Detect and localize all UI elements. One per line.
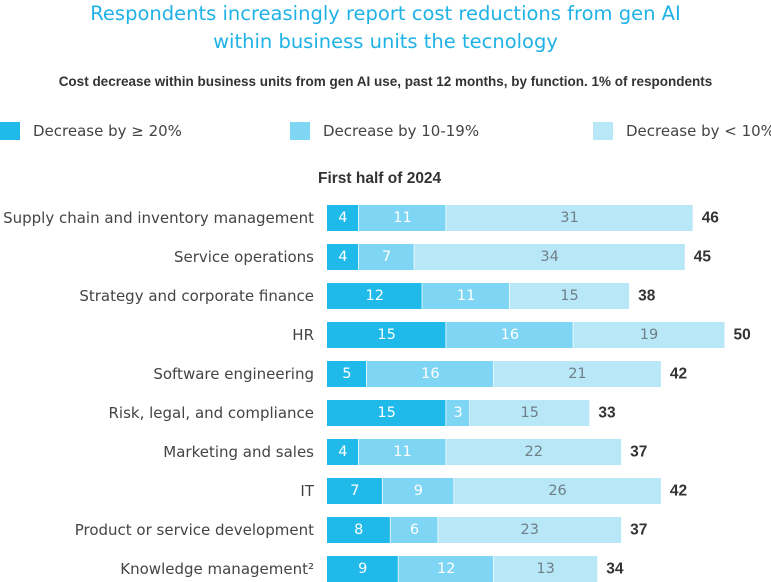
bar-segment	[327, 517, 391, 543]
bar-segment	[446, 439, 622, 465]
bar-segment	[327, 283, 423, 309]
bar-segment	[358, 205, 447, 231]
category-label: HR	[292, 326, 314, 344]
category-label: Marketing and sales	[163, 443, 314, 461]
category-label: Software engineering	[153, 365, 314, 383]
total-value-label: 42	[670, 366, 687, 383]
period-label: First half of 2024	[318, 170, 442, 187]
segment-value-label: 9	[358, 561, 367, 577]
bar-segment	[390, 517, 439, 543]
chart-title-line-1: Respondents increasingly report cost red…	[90, 2, 681, 25]
category-label: IT	[300, 482, 314, 500]
total-value-label: 45	[694, 249, 712, 266]
segment-value-label: 13	[536, 561, 554, 577]
total-value-label: 38	[638, 288, 656, 305]
segment-value-label: 16	[501, 327, 519, 343]
legend-swatch	[0, 122, 20, 140]
legend-swatch	[593, 122, 613, 140]
segment-value-label: 3	[454, 405, 463, 421]
segment-value-label: 4	[338, 444, 347, 460]
segment-value-label: 7	[350, 483, 359, 499]
legend-label: Decrease by ≥ 20%	[33, 122, 182, 140]
category-label: Supply chain and inventory management	[3, 209, 314, 227]
legend-swatch	[290, 122, 310, 140]
bar-segment	[327, 400, 447, 426]
segment-value-label: 8	[354, 522, 363, 538]
bar-segment	[493, 556, 598, 582]
segment-value-label: 26	[548, 483, 566, 499]
segment-value-label: 7	[382, 249, 391, 265]
category-label: Product or service development	[75, 521, 314, 539]
segment-value-label: 16	[421, 366, 439, 382]
bar-segment	[438, 517, 622, 543]
bar-segment	[446, 322, 574, 348]
bar-segment	[382, 478, 455, 504]
segment-value-label: 22	[524, 444, 542, 460]
bar-segment	[422, 283, 510, 309]
bar-segment	[414, 244, 685, 270]
segment-value-label: 11	[393, 444, 411, 460]
bar-segment	[327, 322, 447, 348]
bar-segment	[358, 439, 447, 465]
bar-segment	[454, 478, 661, 504]
chart-subtitle: Cost decrease within business units from…	[58, 74, 713, 89]
bar-segment	[446, 205, 693, 231]
bar-segment	[573, 322, 725, 348]
bar-segment	[327, 205, 359, 231]
total-value-label: 33	[598, 405, 616, 422]
segment-value-label: 15	[377, 405, 395, 421]
total-value-label: 37	[630, 522, 647, 539]
bar-segment	[327, 478, 383, 504]
category-label: Risk, legal, and compliance	[109, 404, 315, 422]
segment-value-label: 31	[560, 210, 578, 226]
total-value-label: 46	[702, 210, 720, 227]
segment-value-label: 21	[568, 366, 586, 382]
chart-title: Respondents increasingly report cost red…	[0, 0, 771, 56]
bar-segment	[493, 361, 661, 387]
bar-segment	[358, 244, 415, 270]
bar-segment	[366, 361, 494, 387]
bar-segment	[509, 283, 630, 309]
legend-label: Decrease by < 10%	[626, 122, 771, 140]
total-value-label: 50	[734, 327, 751, 344]
bar-segment	[327, 361, 367, 387]
bar-segment	[398, 556, 494, 582]
bar-segment	[470, 400, 590, 426]
total-value-label: 42	[670, 483, 687, 500]
total-value-label: 37	[630, 444, 647, 461]
segment-value-label: 23	[520, 522, 538, 538]
segment-value-label: 12	[365, 288, 383, 304]
bar-segment	[327, 244, 359, 270]
segment-value-label: 4	[338, 210, 347, 226]
segment-value-label: 6	[410, 522, 419, 538]
segment-value-label: 5	[342, 366, 351, 382]
segment-value-label: 11	[457, 288, 475, 304]
bar-segment	[446, 400, 471, 426]
total-value-label: 34	[606, 561, 624, 578]
segment-value-label: 34	[540, 249, 558, 265]
category-label: Strategy and corporate finance	[79, 287, 314, 305]
segment-value-label: 19	[640, 327, 658, 343]
legend-label: Decrease by 10-19%	[323, 122, 480, 140]
chart-title-line-2: within business units the tecnology	[213, 30, 558, 53]
segment-value-label: 15	[377, 327, 395, 343]
segment-value-label: 15	[560, 288, 578, 304]
bar-segment	[327, 556, 399, 582]
segment-value-label: 15	[520, 405, 538, 421]
segment-value-label: 11	[393, 210, 411, 226]
category-label: Service operations	[174, 248, 314, 266]
segment-value-label: 12	[437, 561, 455, 577]
bar-segment	[327, 439, 359, 465]
segment-value-label: 4	[338, 249, 347, 265]
category-label: Knowledge management²	[120, 560, 314, 578]
segment-value-label: 9	[414, 483, 423, 499]
